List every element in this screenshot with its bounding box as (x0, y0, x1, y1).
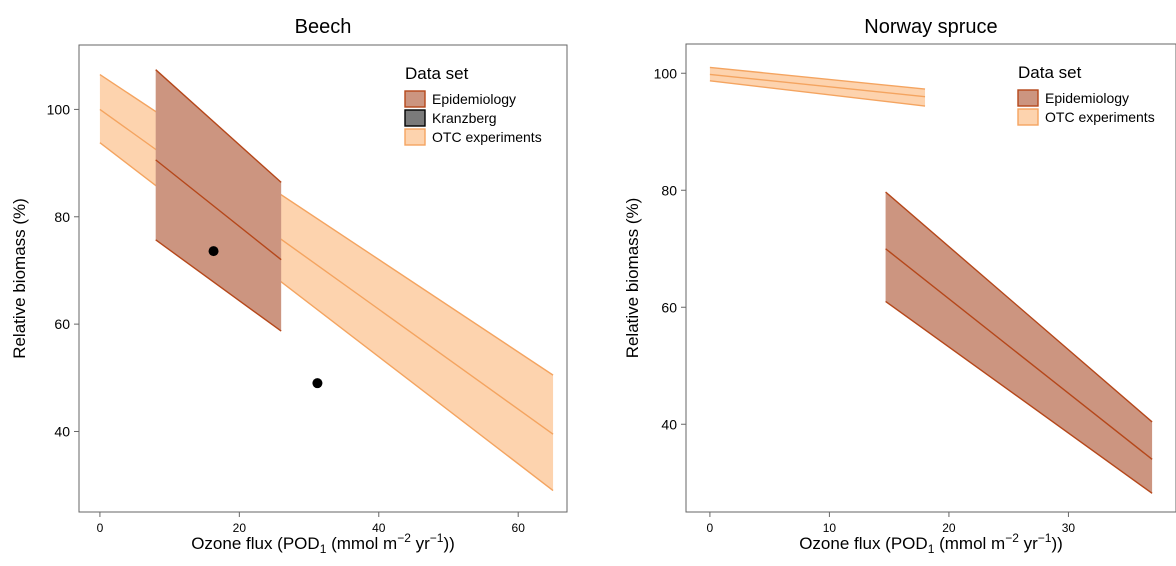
plot-frame (685, 43, 1176, 513)
confidence-band (155, 69, 282, 332)
legend-label: OTC experiments (432, 129, 542, 145)
fit-line (885, 248, 1153, 460)
legend-swatch (404, 90, 426, 108)
upper-bound-line (709, 66, 926, 90)
y-tick-label: 60 (54, 316, 70, 332)
x-axis-label: Ozone flux (POD1 (mmol m−2 yr−1)) (191, 531, 455, 556)
chart-title: Beech (295, 16, 352, 38)
x-tick-label: 20 (942, 521, 956, 535)
y-tick-label: 40 (661, 416, 677, 432)
y-tick-label: 60 (661, 299, 677, 315)
fit-line (709, 73, 926, 98)
y-tick-label: 100 (47, 101, 71, 117)
plot-frame (78, 44, 568, 513)
legend-swatch (1017, 108, 1039, 126)
fit-line (155, 159, 282, 261)
upper-bound-line (155, 69, 282, 183)
panel-2: 0 10 20 30 40 60 80 100 Norway spruce Relative bi… (623, 16, 1176, 556)
x-tick-label: 20 (233, 521, 247, 535)
x-tick-label: 0 (707, 521, 714, 535)
y-axis-label: Relative biomass (%) (10, 198, 29, 359)
chart-title: Norway spruce (864, 16, 997, 38)
x-tick-label: 0 (97, 521, 104, 535)
upper-bound-line (885, 191, 1153, 423)
y-tick-label: 80 (54, 209, 70, 225)
series-otc-experiments (709, 66, 926, 107)
x-tick-label: 60 (512, 521, 526, 535)
legend-label: OTC experiments (1045, 109, 1155, 125)
legend-swatch (404, 109, 426, 127)
x-tick-label: 40 (372, 521, 386, 535)
legend: Data set Epidemiology Kranzberg OTC experim… (404, 64, 542, 146)
panel-1: 0 20 40 60 40 60 80 100 Beech Relative biomass (%… (10, 16, 568, 556)
y-tick-label: 80 (661, 182, 677, 198)
series-epidemiology (155, 69, 282, 332)
x-axis-label: Ozone flux (POD1 (mmol m−2 yr−1)) (799, 531, 1063, 556)
legend-swatch (404, 128, 426, 146)
y-tick-label: 40 (54, 423, 70, 439)
data-point (312, 378, 323, 389)
y-axis-label: Relative biomass (%) (623, 198, 642, 359)
legend-label: Epidemiology (1045, 90, 1129, 106)
lower-bound-line (155, 239, 282, 332)
y-tick-label: 100 (654, 65, 678, 81)
x-tick-label: 30 (1062, 521, 1076, 535)
series-kranzberg (208, 246, 323, 389)
legend-title: Data set (405, 64, 469, 83)
series-epidemiology (885, 191, 1153, 494)
data-point (208, 246, 219, 257)
lower-bound-line (885, 300, 1153, 494)
lower-bound-line (709, 80, 926, 107)
confidence-band (709, 67, 926, 107)
legend-title: Data set (1018, 63, 1082, 82)
legend-label: Kranzberg (432, 110, 497, 126)
x-tick-label: 10 (823, 521, 837, 535)
legend-label: Epidemiology (432, 91, 516, 107)
legend: Data set Epidemiology OTC experiments (1017, 63, 1155, 126)
legend-swatch (1017, 89, 1039, 107)
confidence-band (885, 192, 1153, 494)
